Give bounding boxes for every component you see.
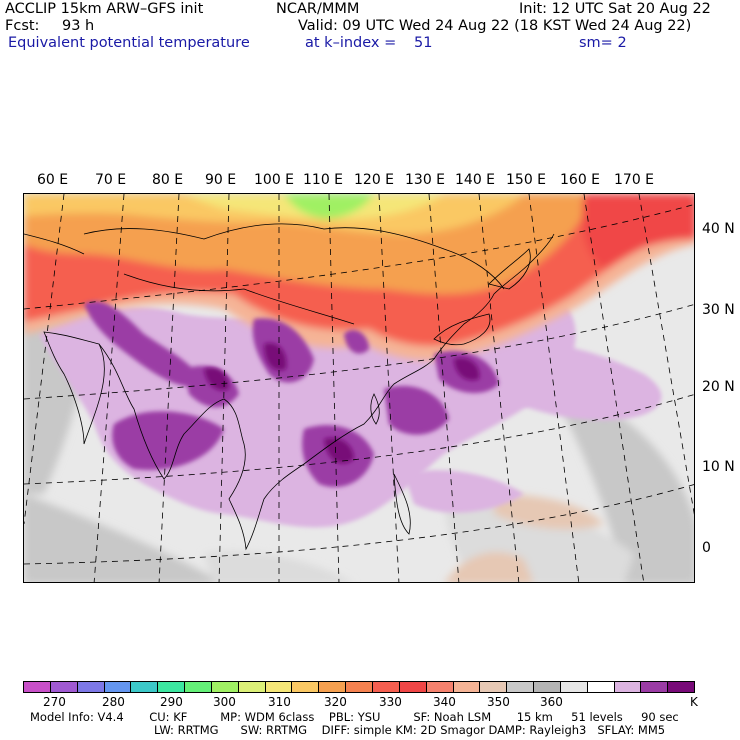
lon-label: 70 E	[95, 172, 127, 188]
forecast-hour: 93 h	[62, 18, 95, 34]
colorbar-segment	[534, 682, 561, 692]
colorbar-segment	[131, 682, 159, 692]
lat-label: 20 N	[702, 379, 735, 395]
colorbar-segment	[641, 682, 669, 692]
colorbar-tick: 280	[102, 695, 125, 709]
lon-label: 170 E	[614, 172, 655, 188]
colorbar-tick: 360	[540, 695, 563, 709]
colorbar-tick: 320	[324, 695, 347, 709]
colorbar-segment	[185, 682, 212, 692]
colorbar-segment	[346, 682, 373, 692]
field-name: Equivalent potential temperature	[8, 35, 250, 51]
lon-label: 60 E	[37, 172, 69, 188]
lat-label: 0	[702, 540, 711, 556]
colorbar-segment	[265, 682, 293, 692]
model-info-line1: Model Info: V4.4 CU: KF MP: WDM 6class P…	[30, 710, 679, 724]
colorbar-tick: 340	[433, 695, 456, 709]
colorbar-segment	[238, 682, 266, 692]
colorbar-segment	[158, 682, 186, 692]
lon-label: 130 E	[405, 172, 446, 188]
colorbar-segment	[319, 682, 347, 692]
map-plot	[24, 194, 694, 582]
forecast-label: Fcst:	[5, 18, 40, 34]
lon-label: 140 E	[455, 172, 496, 188]
level-value: 51	[414, 35, 433, 51]
colorbar-segment	[426, 682, 454, 692]
colorbar-tick: 300	[213, 695, 236, 709]
colorbar-unit: K	[690, 695, 698, 709]
colorbar-segment	[668, 682, 695, 692]
lon-label: 120 E	[354, 172, 395, 188]
colorbar-segment	[507, 682, 535, 692]
colorbar-tick: 270	[43, 695, 66, 709]
colorbar-segment	[104, 682, 132, 692]
colorbar-tick: 350	[487, 695, 510, 709]
lat-label: 30 N	[702, 302, 735, 318]
colorbar-segment	[211, 682, 239, 692]
colorbar-segment	[399, 682, 427, 692]
colorbar-segment	[560, 682, 588, 692]
colorbar	[23, 681, 695, 693]
org-label: NCAR/MMM	[276, 1, 360, 17]
lon-label: 110 E	[303, 172, 344, 188]
colorbar-segment	[292, 682, 320, 692]
colorbar-segment	[77, 682, 105, 692]
lat-label: 40 N	[702, 221, 735, 237]
colorbar-tick: 310	[268, 695, 291, 709]
init-time: Init: 12 UTC Sat 20 Aug 22	[519, 1, 711, 17]
lon-label: 150 E	[506, 172, 547, 188]
colorbar-tick: 290	[160, 695, 183, 709]
lon-label: 100 E	[254, 172, 295, 188]
colorbar-segment	[587, 682, 615, 692]
model-info-line2: LW: RRTMG SW: RRTMG DIFF: simple KM: 2D …	[154, 723, 666, 737]
lon-label: 160 E	[560, 172, 601, 188]
colorbar-segment	[614, 682, 642, 692]
lon-label: 90 E	[205, 172, 237, 188]
colorbar-segment	[24, 682, 51, 692]
colorbar-tick: 330	[379, 695, 402, 709]
colorbar-segment	[480, 682, 508, 692]
colorbar-segment	[50, 682, 78, 692]
smoothing-label: sm= 2	[579, 35, 627, 51]
valid-time: Valid: 09 UTC Wed 24 Aug 22 (18 KST Wed …	[298, 18, 692, 34]
map-canvas	[23, 193, 695, 583]
colorbar-segment	[372, 682, 400, 692]
lat-label: 10 N	[702, 459, 735, 475]
model-title: ACCLIP 15km ARW–GFS init	[5, 1, 204, 17]
colorbar-segment	[453, 682, 481, 692]
level-label: at k–index =	[305, 35, 397, 51]
lon-label: 80 E	[152, 172, 184, 188]
